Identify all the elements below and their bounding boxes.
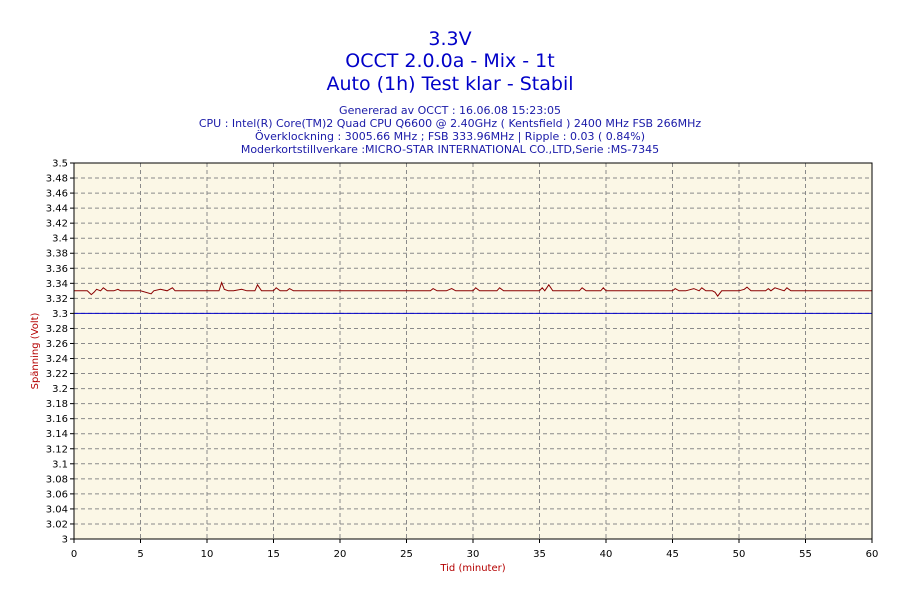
y-tick-label: 3.04: [46, 504, 68, 515]
axis-ticks: 3 3.02 3.04 3.06 3.08 3.1 3.12 3.14 3.16 3.18 3.2 3…: [46, 159, 879, 561]
x-tick-label: 45: [666, 549, 679, 560]
y-tick-label: 3.02: [46, 519, 68, 530]
y-tick-label: 3.38: [46, 249, 68, 260]
x-tick-label: 25: [400, 549, 413, 560]
y-tick-label: 3.44: [46, 204, 68, 215]
y-tick-label: 3.5: [52, 159, 68, 170]
y-tick-label: 3.36: [46, 264, 68, 275]
y-tick-label: 3.1: [52, 459, 68, 470]
y-tick-label: 3.28: [46, 324, 68, 335]
y-tick-label: 3.24: [46, 354, 68, 365]
y-axis-label: Spänning (Volt): [30, 312, 41, 389]
y-tick-label: 3.34: [46, 279, 68, 290]
info-cpu: CPU : Intel(R) Core(TM)2 Quad CPU Q6600 …: [198, 117, 702, 130]
plot-border: [73, 162, 873, 540]
x-tick-label: 60: [866, 549, 879, 560]
y-tick-label: 3.16: [46, 414, 68, 425]
x-tick-label: 5: [137, 549, 143, 560]
chart-title: 3.3V: [428, 28, 472, 50]
y-tick-label: 3.46: [46, 189, 68, 200]
y-tick-label: 3.18: [46, 399, 68, 410]
y-tick-label: 3.26: [46, 339, 68, 350]
x-tick-label: 0: [71, 549, 77, 560]
x-tick-label: 50: [733, 549, 746, 560]
voltage-series-line: [74, 281, 872, 297]
y-tick-label: 3.22: [46, 369, 68, 380]
info-overclock: Överklockning : 3005.66 MHz ; FSB 333.96…: [254, 130, 646, 143]
info-motherboard: Moderkortstillverkare :MICRO-STAR INTERN…: [240, 143, 660, 156]
x-tick-label: 35: [533, 549, 546, 560]
y-tick-label: 3.12: [46, 444, 68, 455]
series-layer: [74, 281, 872, 314]
chart-subtitle: OCCT 2.0.0a - Mix - 1t: [345, 50, 555, 72]
x-tick-label: 15: [267, 549, 280, 560]
x-tick-label: 40: [600, 549, 613, 560]
y-tick-label: 3.06: [46, 489, 68, 500]
y-tick-label: 3.08: [46, 474, 68, 485]
x-tick-label: 30: [467, 549, 480, 560]
plot-area: [74, 163, 872, 539]
y-tick-label: 3.2: [52, 384, 68, 395]
y-tick-label: 3.3: [52, 309, 68, 320]
x-tick-label: 20: [334, 549, 347, 560]
x-tick-label: 10: [201, 549, 214, 560]
info-generated: Genererad av OCCT : 16.06.08 15:23:05: [339, 104, 561, 117]
y-tick-label: 3.4: [52, 234, 68, 245]
y-tick-label: 3: [62, 535, 68, 546]
y-tick-label: 3.14: [46, 429, 68, 440]
y-tick-label: 3.42: [46, 219, 68, 230]
y-tick-label: 3.48: [46, 174, 68, 185]
x-tick-label: 55: [799, 549, 812, 560]
y-tick-label: 3.32: [46, 294, 68, 305]
x-axis-label: Tid (minuter): [439, 563, 505, 574]
test-status: Auto (1h) Test klar - Stabil: [326, 73, 574, 95]
